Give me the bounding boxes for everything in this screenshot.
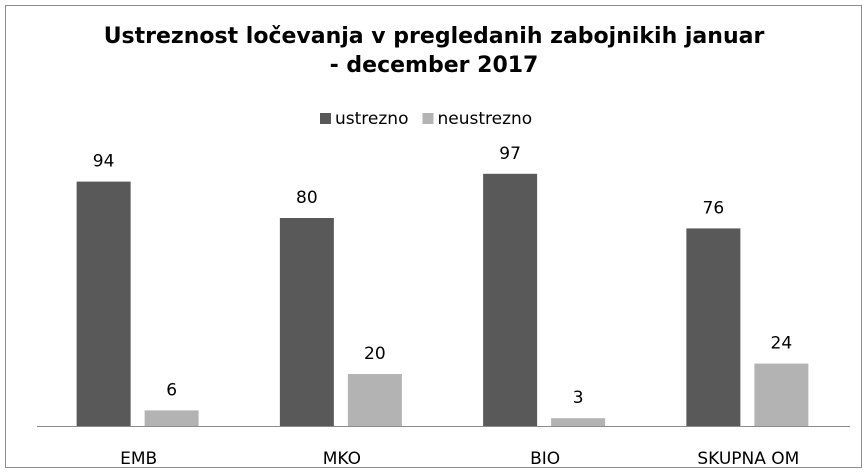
legend-swatch bbox=[422, 113, 434, 124]
x-tick-label: EMB bbox=[120, 449, 157, 469]
legend-label: ustrezno bbox=[335, 109, 408, 129]
data-label: 80 bbox=[296, 188, 318, 208]
legend-label: neustrezno bbox=[437, 109, 532, 129]
data-label: 20 bbox=[364, 344, 386, 364]
bar bbox=[76, 181, 131, 426]
chart-title: Ustreznost ločevanja v pregledanih zaboj… bbox=[103, 24, 765, 78]
bar bbox=[347, 374, 402, 426]
data-label: 97 bbox=[499, 144, 521, 164]
bar bbox=[279, 218, 334, 426]
bar bbox=[686, 228, 741, 426]
bar bbox=[483, 173, 538, 426]
x-tick-label: BIO bbox=[530, 449, 560, 469]
bar bbox=[551, 418, 606, 426]
bar bbox=[754, 363, 809, 426]
data-label: 3 bbox=[573, 388, 584, 408]
data-label: 76 bbox=[703, 198, 725, 218]
data-label: 6 bbox=[166, 380, 177, 400]
x-tick-label: MKO bbox=[323, 449, 361, 469]
data-label: 24 bbox=[771, 334, 793, 354]
bar bbox=[144, 410, 199, 426]
data-label: 94 bbox=[93, 152, 115, 172]
x-tick-label: SKUPNA OM bbox=[697, 449, 799, 469]
legend-swatch bbox=[320, 113, 331, 124]
